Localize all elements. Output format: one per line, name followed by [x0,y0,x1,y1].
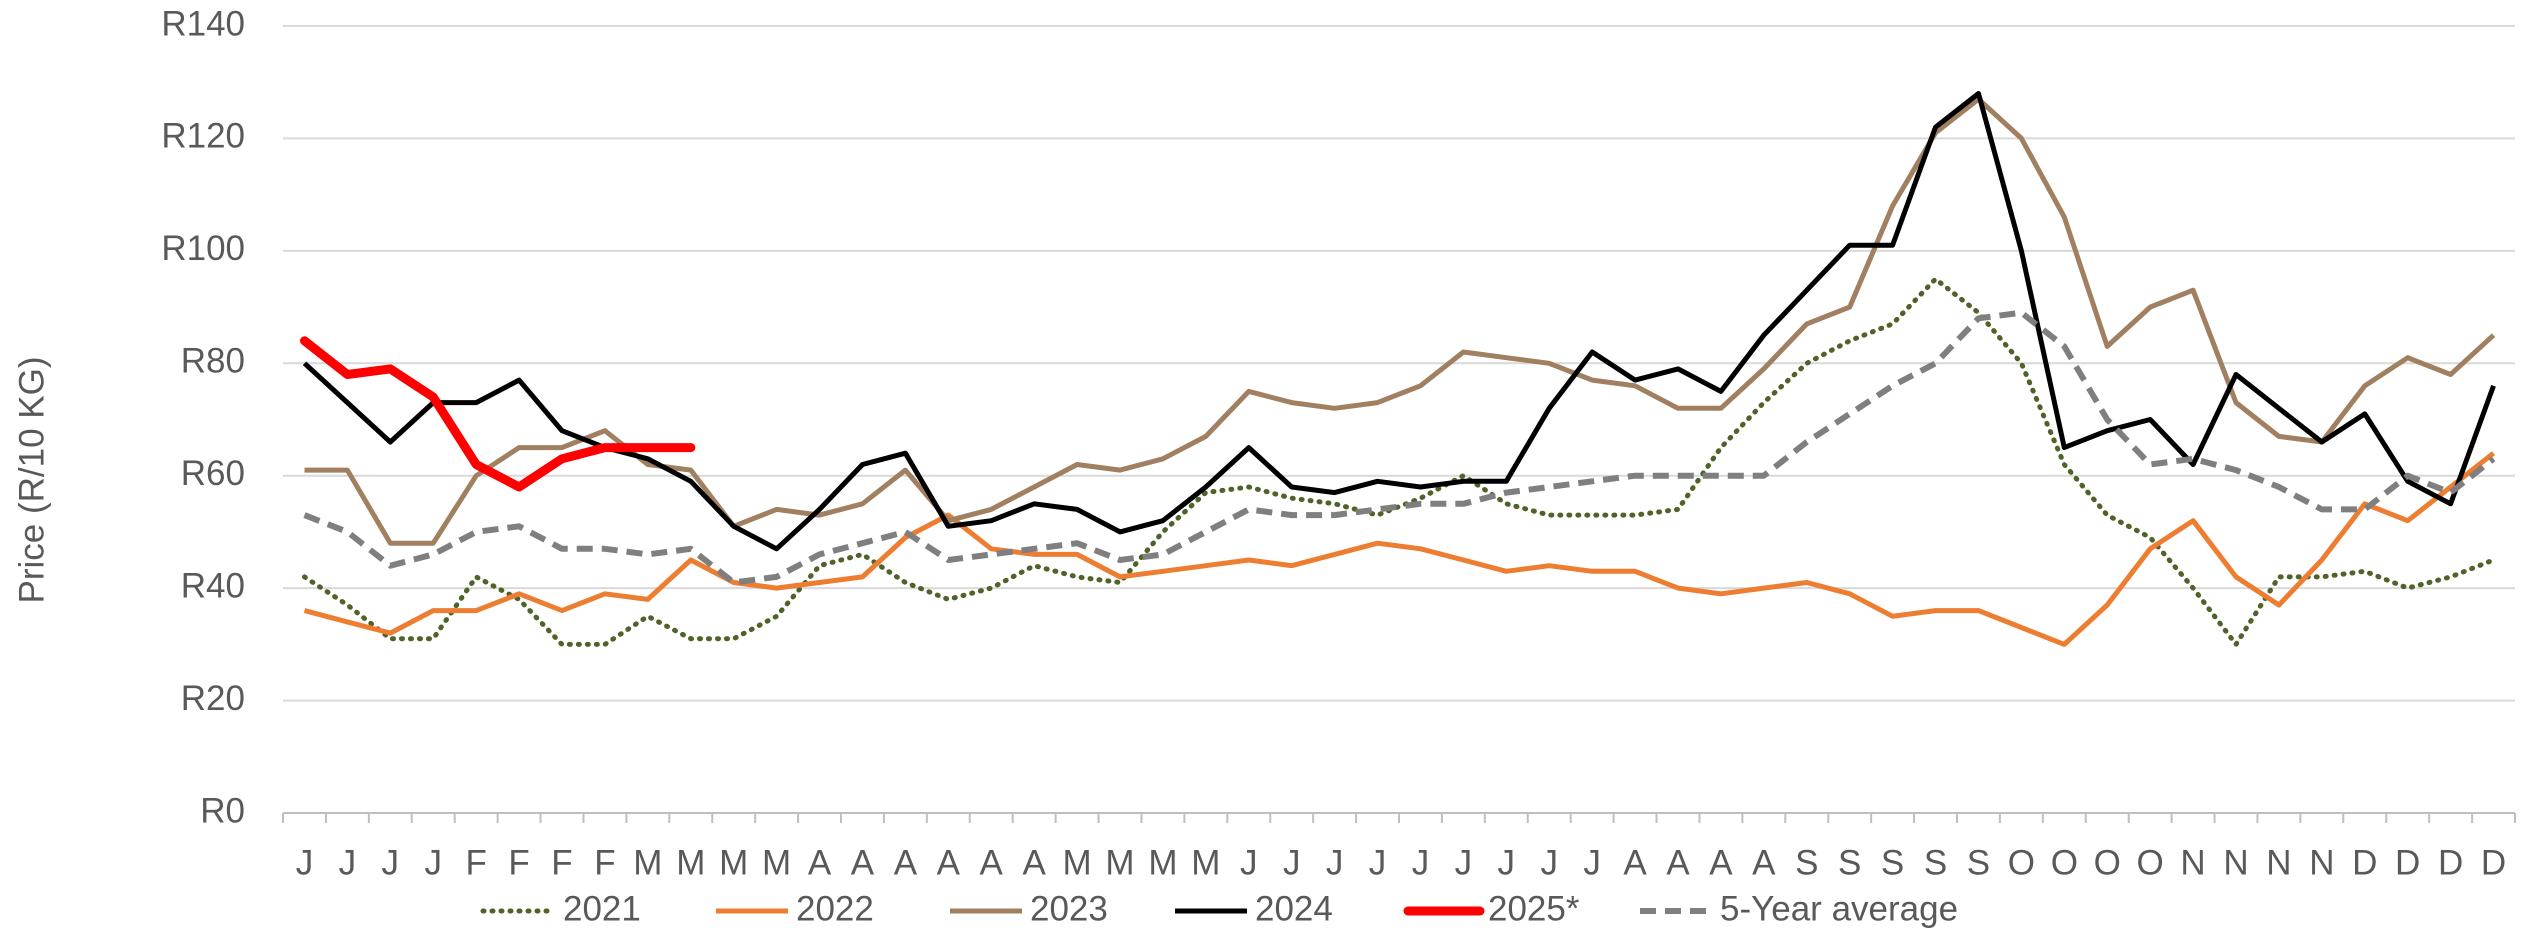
x-tick-label: A [1752,843,1776,882]
x-tick-label: J [1412,843,1430,882]
y-tick-label: R0 [200,791,245,830]
x-tick-label: F [594,843,615,882]
x-tick-label: D [2352,843,2377,882]
y-tick-label: R20 [181,679,245,718]
x-tick-label: J [1540,843,1558,882]
x-tick-label: M [676,843,705,882]
x-tick-label: A [937,843,961,882]
series-line [302,91,2496,552]
x-tick-label: F [508,843,529,882]
legend-label: 2024 [1255,889,1333,928]
x-tick-label: J [424,843,442,882]
x-tick-label: F [465,843,486,882]
x-tick-label: A [1666,843,1690,882]
y-tick-label: R40 [181,566,245,605]
x-tick-label: A [1709,843,1733,882]
x-tick-label: A [1623,843,1647,882]
x-tick-label: F [551,843,572,882]
x-tick-label: N [2180,843,2205,882]
x-tick-label: M [633,843,662,882]
x-tick-label: O [2051,843,2078,882]
x-tick-label: N [2266,843,2291,882]
y-tick-label: R60 [181,454,245,493]
x-tick-label: M [1105,843,1134,882]
y-tick-label: R140 [161,4,245,43]
legend-label: 5-Year average [1720,889,1958,928]
x-tick-label: D [2481,843,2506,882]
legend-label: 2023 [1030,889,1108,928]
x-tick-label: J [339,843,357,882]
x-tick-label: S [1924,843,1947,882]
x-tick-label: A [980,843,1004,882]
x-tick-label: J [1498,843,1516,882]
x-tick-label: M [762,843,791,882]
legend-label: 2025* [1488,889,1580,928]
x-tick-label: O [2137,843,2164,882]
x-tick-label: J [1583,843,1601,882]
x-tick-label: M [1191,843,1220,882]
x-tick-label: J [1240,843,1258,882]
x-tick-label: N [2223,843,2248,882]
x-tick-label: M [1062,843,1091,882]
x-tick-label: M [1148,843,1177,882]
x-tick-label: N [2309,843,2334,882]
x-tick-label: J [1369,843,1387,882]
x-tick-label: O [2094,843,2121,882]
y-tick-label: R120 [161,117,245,156]
x-tick-label: A [808,843,832,882]
series-line [300,336,696,492]
x-tick-label: A [851,843,875,882]
x-tick-label: J [1326,843,1344,882]
y-axis-title: Price (R/10 KG) [12,357,51,604]
x-tick-label: S [1795,843,1818,882]
x-tick-label: D [2395,843,2420,882]
x-tick-label: M [719,843,748,882]
x-tick-label: J [296,843,314,882]
y-tick-label: R100 [161,229,245,268]
x-tick-label: J [1455,843,1473,882]
legend-label: 2022 [796,889,874,928]
series-line [302,276,2496,647]
x-tick-label: S [1881,843,1904,882]
x-tick-label: A [1022,843,1046,882]
y-tick-label: R80 [181,342,245,381]
x-tick-label: A [894,843,918,882]
x-tick-label: S [1967,843,1990,882]
x-tick-label: O [2008,843,2035,882]
x-tick-label: S [1838,843,1861,882]
series-line [303,451,2496,647]
legend-label: 2021 [563,889,641,928]
x-tick-label: J [1283,843,1301,882]
x-tick-label: J [382,843,400,882]
x-tick-label: D [2438,843,2463,882]
